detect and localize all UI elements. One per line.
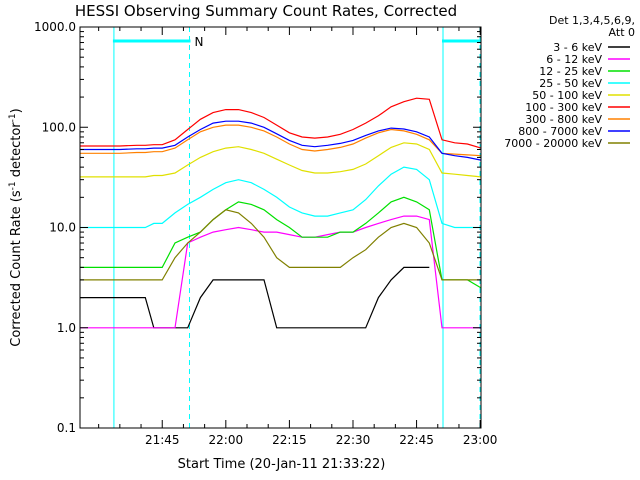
- y-axis-label-sup-2: -1: [8, 113, 18, 122]
- legend-label: 50 - 100 keV: [532, 89, 602, 102]
- series-line-4: [80, 142, 482, 178]
- series-line-7: [80, 120, 482, 161]
- y-tick-label: 100.0: [42, 120, 76, 134]
- chart-title: HESSI Observing Summary Count Rates, Cor…: [75, 2, 457, 20]
- night-annotation: N: [194, 35, 203, 49]
- legend-header-line: Det 1,3,4,5,6,9,: [549, 14, 635, 27]
- series-lines: [80, 97, 482, 329]
- series-line-5: [80, 97, 482, 149]
- y-tick-label: 10.0: [49, 221, 76, 235]
- series-line-8: [80, 209, 481, 281]
- series-line-2: [80, 196, 482, 289]
- x-tick-label: 22:45: [399, 433, 434, 447]
- x-tick-label: 23:00: [463, 433, 498, 447]
- legend-label: 6 - 12 keV: [546, 53, 602, 66]
- x-tick-label: 22:15: [272, 433, 307, 447]
- legend-label: 300 - 800 keV: [525, 113, 602, 126]
- series-line-0: [80, 266, 430, 329]
- legend-label: 800 - 7000 keV: [518, 125, 602, 138]
- legend-header-line: Att 0: [609, 26, 635, 39]
- y-tick-label: 0.1: [57, 421, 76, 435]
- y-tick-label: 1.0: [57, 321, 76, 335]
- y-axis-label-sup-1: -1: [8, 181, 18, 190]
- night-bands: [112, 27, 481, 428]
- y-tick-label: 1000.0: [34, 20, 76, 34]
- y-axis-label-mid: detector: [9, 122, 24, 182]
- legend-label: 12 - 25 keV: [539, 65, 602, 78]
- x-axis: 21:45 22:00 22:15 22:30 22:45 23:00: [98, 27, 498, 447]
- x-axis-label: Start Time (20-Jan-11 21:33:22): [178, 457, 386, 472]
- legend-label: 100 - 300 keV: [525, 101, 602, 114]
- y-axis: 0.1 1.0 10.0 100.0 1000.0: [34, 20, 481, 435]
- x-tick-label: 22:30: [336, 433, 371, 447]
- series-line-1: [80, 215, 481, 329]
- series-line-6: [80, 124, 482, 157]
- y-axis-label-end: ): [9, 108, 24, 113]
- legend-label: 25 - 50 keV: [539, 77, 602, 90]
- x-tick-label: 22:00: [209, 433, 244, 447]
- legend-label: 7000 - 20000 keV: [504, 137, 602, 150]
- y-axis-label-main: Corrected Count Rate (s: [9, 190, 24, 347]
- y-axis-label: Corrected Count Rate (s-1 detector-1): [8, 108, 24, 346]
- x-tick-label: 21:45: [145, 433, 180, 447]
- series-line-3: [80, 166, 481, 229]
- legend-label: 3 - 6 keV: [553, 41, 602, 54]
